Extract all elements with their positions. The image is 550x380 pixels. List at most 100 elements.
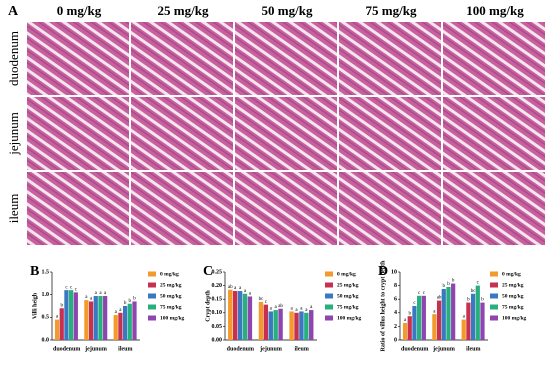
bar (278, 308, 283, 340)
micrograph (443, 97, 545, 170)
legend-swatch (148, 293, 156, 299)
y-tick-label: 0.25 (212, 269, 223, 275)
legend-label: 0 mg/kg (502, 271, 521, 277)
significance-letter: a (244, 289, 247, 294)
bar (113, 315, 118, 340)
legend-swatch (325, 304, 333, 310)
y-tick-label: 0.10 (212, 310, 223, 316)
significance-letter: b (133, 297, 136, 302)
legend-label: 100 mg/kg (160, 315, 185, 321)
bar (242, 293, 248, 340)
significance-letter: ab (228, 285, 233, 290)
bar (451, 283, 456, 340)
significance-letter: a (300, 307, 303, 312)
significance-letter: a (295, 308, 298, 313)
y-tick-label: 10 (391, 269, 397, 275)
y-tick-label: 0.0 (42, 337, 50, 343)
y-tick-label: 6 (394, 297, 397, 303)
y-tick-label: 1.0 (42, 292, 50, 298)
bar (69, 290, 74, 340)
y-tick-label: 0 (394, 337, 397, 343)
x-tick-label: ileum (466, 346, 480, 352)
legend-swatch (490, 271, 498, 277)
bar (54, 319, 60, 340)
legend-label: 0 mg/kg (160, 271, 179, 277)
legend-swatch (325, 282, 333, 288)
significance-letter: b (60, 303, 63, 308)
y-tick-label: 0.15 (212, 297, 223, 303)
bar (122, 306, 128, 340)
legend-swatch (148, 271, 156, 277)
bar (232, 291, 238, 340)
bar (103, 296, 108, 340)
legend-label: 100 mg/kg (502, 315, 527, 321)
x-tick-label: duodenum (53, 346, 80, 352)
significance-letter: a (95, 291, 98, 296)
bar (461, 319, 466, 340)
significance-letter: a (290, 307, 293, 312)
legend-label: 25 mg/kg (160, 282, 182, 288)
y-tick-label: 2 (394, 324, 397, 330)
significance-letter: c (65, 285, 68, 290)
significance-letter: a (239, 286, 242, 291)
significance-letter: a (404, 318, 407, 323)
micrograph (339, 172, 441, 245)
legend-label: 100 mg/kg (337, 315, 362, 321)
dose-header: 50 mg/kg (262, 3, 313, 18)
significance-letter: a (85, 295, 88, 300)
panel-label: A (8, 4, 19, 19)
significance-letter: a (115, 310, 118, 315)
significance-letter: c (75, 288, 78, 293)
bar (118, 312, 123, 340)
y-axis-label: Ratio of villus height to crypt depth (380, 260, 386, 352)
micrograph (131, 22, 233, 95)
x-tick-label: ileum (118, 346, 132, 352)
micrograph (27, 172, 129, 245)
micrograph (235, 22, 337, 95)
bar (402, 323, 408, 340)
bar (466, 302, 471, 340)
significance-letter: a (275, 305, 278, 310)
micrograph (443, 22, 545, 95)
micrograph (235, 172, 337, 245)
legend-swatch (148, 304, 156, 310)
panel-label: D (378, 264, 388, 279)
legend-label: 25 mg/kg (502, 282, 524, 288)
bar (421, 295, 426, 340)
dose-header: 0 mg/kg (57, 3, 102, 18)
micrograph (339, 22, 441, 95)
legend-swatch (490, 282, 498, 288)
x-tick-label: jejunum (432, 346, 455, 352)
significance-letter: a (90, 297, 93, 302)
y-axis-label: Villi heigh (32, 292, 38, 319)
significance-letter: c (70, 285, 73, 290)
legend-label: 75 mg/kg (160, 304, 182, 310)
micrograph (27, 97, 129, 170)
significance-letter: ab (437, 296, 442, 301)
bar (412, 306, 417, 340)
dose-header: 25 mg/kg (158, 3, 209, 18)
y-tick-label: 0.05 (212, 324, 223, 330)
significance-letter: a (104, 291, 107, 296)
x-tick-label: duodenum (401, 346, 428, 352)
significance-letter: c (265, 300, 268, 305)
x-tick-label: duodenum (227, 346, 254, 352)
bar (273, 310, 278, 340)
micrograph (339, 97, 441, 170)
legend-swatch (325, 315, 333, 321)
significance-letter: a (463, 315, 466, 320)
legend-label: 50 mg/kg (337, 293, 359, 299)
x-tick-label: jejunum (84, 346, 107, 352)
y-tick-label: 0.20 (212, 283, 223, 289)
significance-letter: a (56, 315, 59, 320)
y-tick-label: 8 (394, 283, 397, 289)
legend-label: 50 mg/kg (502, 293, 524, 299)
bar (475, 285, 480, 340)
bar (64, 290, 69, 340)
tissue-label: ileum (6, 194, 21, 224)
bar (59, 308, 64, 340)
legend-label: 0 mg/kg (337, 271, 356, 277)
significance-letter: bc (471, 289, 477, 294)
bar (417, 295, 422, 340)
